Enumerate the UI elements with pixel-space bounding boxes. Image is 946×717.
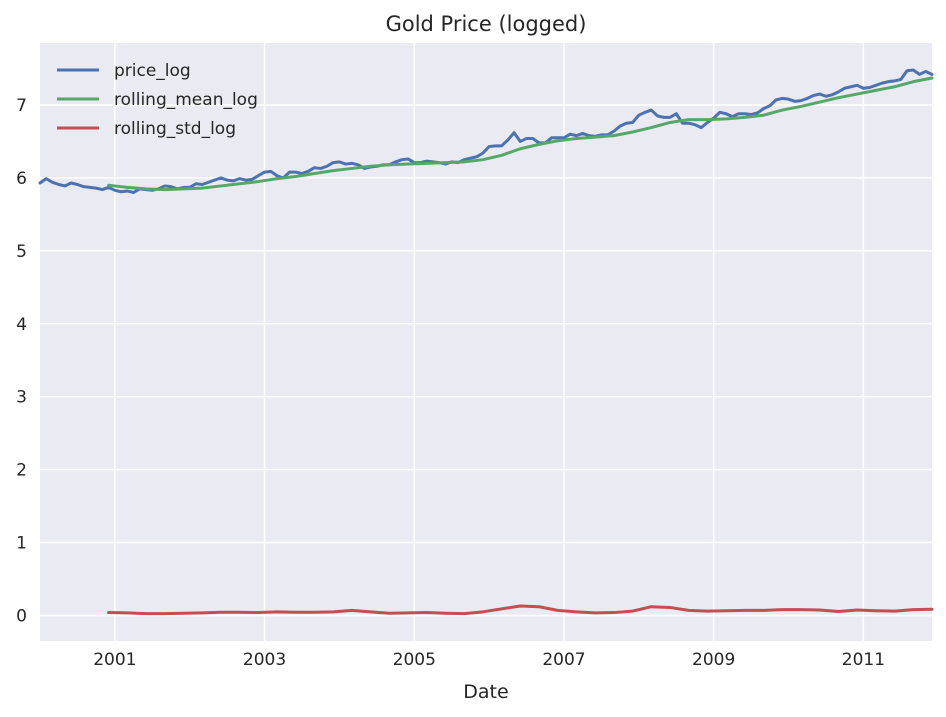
x-axis-label: Date xyxy=(463,681,508,703)
y-tick-label: 6 xyxy=(16,169,27,189)
y-tick-label: 0 xyxy=(16,606,27,626)
chart-title: Gold Price (logged) xyxy=(386,12,587,36)
grid xyxy=(40,43,932,641)
legend-label: rolling_mean_log xyxy=(114,90,258,110)
x-tick-label: 2005 xyxy=(393,650,436,670)
plot-area xyxy=(40,43,932,641)
y-tick-label: 5 xyxy=(16,242,27,262)
y-tick-label: 1 xyxy=(16,534,27,554)
y-tick-label: 3 xyxy=(16,388,27,408)
legend-label: rolling_std_log xyxy=(114,119,236,139)
series-line-rolling-mean-log xyxy=(107,76,934,192)
y-axis-ticks: 0 1 2 3 4 5 6 7 xyxy=(16,96,27,626)
x-tick-label: 2001 xyxy=(93,650,136,670)
x-tick-label: 2009 xyxy=(692,650,735,670)
y-tick-label: 7 xyxy=(16,96,27,116)
series-lines xyxy=(38,68,934,616)
x-tick-label: 2007 xyxy=(542,650,585,670)
x-tick-label: 2003 xyxy=(243,650,286,670)
y-tick-label: 4 xyxy=(16,315,27,335)
x-tick-label: 2011 xyxy=(842,650,885,670)
series-line-rolling-std-log xyxy=(107,604,934,616)
legend-label: price_log xyxy=(114,61,191,81)
y-tick-label: 2 xyxy=(16,461,27,481)
x-axis-ticks: 2001 2003 2005 2007 2009 2011 xyxy=(93,650,885,670)
legend: price_log rolling_mean_log rolling_std_log xyxy=(57,61,258,139)
